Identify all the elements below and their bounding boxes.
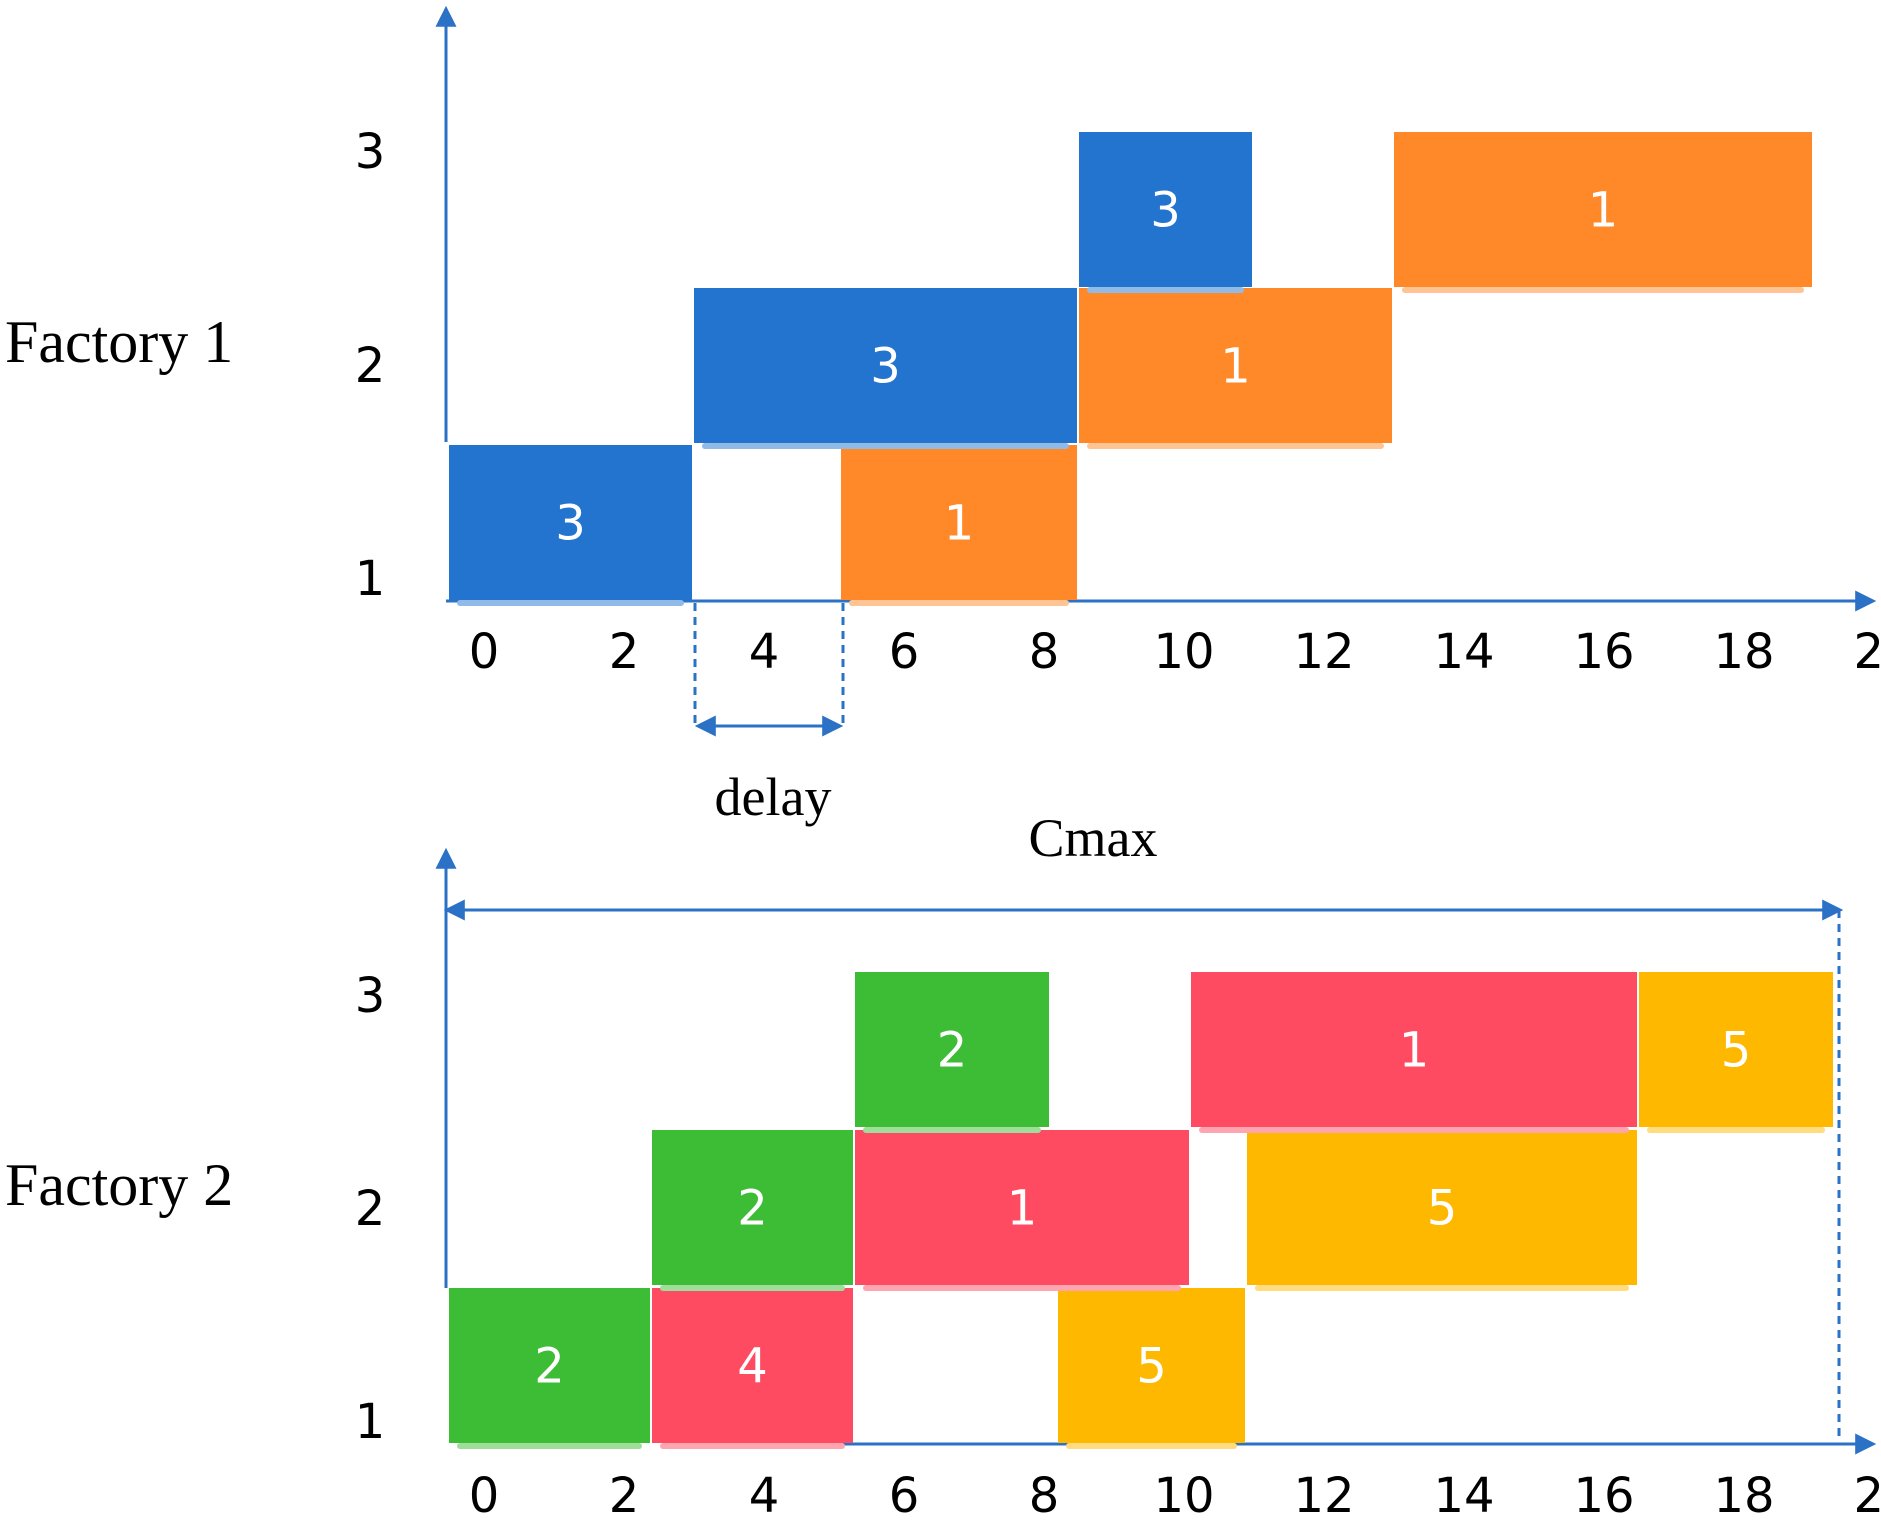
task-bar-rect — [1247, 1130, 1637, 1285]
task-job-label: 3 — [870, 339, 901, 395]
task-bar-shadow — [863, 1285, 1181, 1291]
task-bar-job-1-machine-3: 1 — [1394, 132, 1812, 293]
task-bar-rect — [449, 445, 692, 600]
task-bar-job-5-machine-3: 5 — [1639, 972, 1833, 1133]
task-bar-shadow — [660, 1285, 845, 1291]
task-bar-rect — [449, 1288, 650, 1443]
x-tick-label: 16 — [1573, 1468, 1634, 1524]
x-tick-label: 20 — [1853, 624, 1881, 680]
x-tick-label: 0 — [469, 1468, 500, 1524]
machine-label-1: 1 — [355, 1394, 386, 1450]
task-bar-shadow — [1402, 287, 1804, 293]
x-tick-label: 4 — [749, 1468, 780, 1524]
x-tick-label: 2 — [609, 624, 640, 680]
x-tick-label: 16 — [1573, 624, 1634, 680]
x-tick-label: 20 — [1853, 1468, 1881, 1524]
task-bar-shadow — [1647, 1127, 1825, 1133]
x-tick-label: 8 — [1029, 624, 1060, 680]
task-bar-shadow — [457, 1443, 642, 1449]
task-bar-rect — [1394, 132, 1812, 287]
task-job-label: 4 — [737, 1339, 768, 1395]
task-bar-job-3-machine-3: 3 — [1079, 132, 1252, 293]
machine-label-2: 2 — [355, 338, 386, 394]
task-bar-rect — [1058, 1288, 1245, 1443]
task-bar-shadow — [1087, 443, 1384, 449]
machine-label-1: 1 — [355, 551, 386, 607]
task-bar-rect — [841, 445, 1077, 600]
task-bar-job-3-machine-1: 3 — [449, 445, 692, 606]
task-job-label: 1 — [944, 496, 975, 552]
x-tick-label: 18 — [1713, 1468, 1774, 1524]
task-bar-rect — [1639, 972, 1833, 1127]
task-bar-job-2-machine-3: 2 — [855, 972, 1049, 1133]
cmax-label: Cmax — [1029, 808, 1158, 868]
x-tick-label: 8 — [1029, 1468, 1060, 1524]
task-bar-shadow — [660, 1443, 845, 1449]
factory-2-label: Factory 2 — [5, 1152, 233, 1218]
x-tick-label: 4 — [749, 624, 780, 680]
task-bar-job-4-machine-1: 4 — [652, 1288, 853, 1449]
factory-1-label: Factory 1 — [5, 309, 233, 375]
task-job-label: 2 — [737, 1181, 768, 1237]
task-job-label: 1 — [1399, 1023, 1430, 1079]
machine-label-2: 2 — [355, 1181, 386, 1237]
x-tick-label: 0 — [469, 624, 500, 680]
x-tick-label: 14 — [1433, 1468, 1494, 1524]
task-bar-job-1-machine-2: 1 — [1079, 288, 1392, 449]
task-job-label: 2 — [534, 1339, 565, 1395]
machine-label-3: 3 — [355, 968, 386, 1024]
x-tick-label: 6 — [889, 1468, 920, 1524]
task-bar-rect — [652, 1130, 853, 1285]
task-bar-rect — [1191, 972, 1637, 1127]
task-job-label: 3 — [1150, 183, 1181, 239]
task-bar-shadow — [1066, 1443, 1237, 1449]
x-tick-label: 12 — [1293, 1468, 1354, 1524]
task-bar-job-3-machine-2: 3 — [694, 288, 1077, 449]
task-job-label: 5 — [1427, 1181, 1458, 1237]
task-bar-shadow — [702, 443, 1069, 449]
machine-label-3: 3 — [355, 124, 386, 180]
factory-2-chart: Factory 2 123 02468101214161820 24521521… — [5, 808, 1881, 1524]
task-job-label: 5 — [1721, 1023, 1752, 1079]
task-bar-job-5-machine-1: 5 — [1058, 1288, 1245, 1449]
task-bar-job-1-machine-2: 1 — [855, 1130, 1189, 1291]
task-job-label: 1 — [1220, 339, 1251, 395]
task-job-label: 2 — [937, 1023, 968, 1079]
task-bar-rect — [855, 972, 1049, 1127]
task-bar-rect — [1079, 132, 1252, 287]
task-bar-shadow — [1199, 1127, 1629, 1133]
delay-label: delay — [715, 767, 832, 827]
task-bar-shadow — [863, 1127, 1041, 1133]
x-tick-label: 6 — [889, 624, 920, 680]
task-bar-shadow — [457, 600, 684, 606]
task-bar-job-5-machine-2: 5 — [1247, 1130, 1637, 1291]
task-bar-shadow — [1087, 287, 1244, 293]
task-bar-rect — [1079, 288, 1392, 443]
task-job-label: 5 — [1136, 1339, 1167, 1395]
x-tick-label: 14 — [1433, 624, 1494, 680]
x-tick-label: 2 — [609, 1468, 640, 1524]
task-bar-rect — [652, 1288, 853, 1443]
task-job-label: 1 — [1007, 1181, 1038, 1237]
task-bar-shadow — [849, 600, 1069, 606]
x-tick-label: 12 — [1293, 624, 1354, 680]
task-bar-job-2-machine-2: 2 — [652, 1130, 853, 1291]
task-bar-shadow — [1255, 1285, 1629, 1291]
task-bar-job-2-machine-1: 2 — [449, 1288, 650, 1449]
task-bar-rect — [855, 1130, 1189, 1285]
task-bar-job-1-machine-1: 1 — [841, 445, 1077, 606]
task-bar-job-1-machine-3: 1 — [1191, 972, 1637, 1133]
x-tick-label: 10 — [1153, 1468, 1214, 1524]
x-tick-label: 18 — [1713, 624, 1774, 680]
task-job-label: 1 — [1588, 183, 1619, 239]
task-job-label: 3 — [555, 496, 586, 552]
x-tick-label: 10 — [1153, 624, 1214, 680]
task-bar-rect — [694, 288, 1077, 443]
